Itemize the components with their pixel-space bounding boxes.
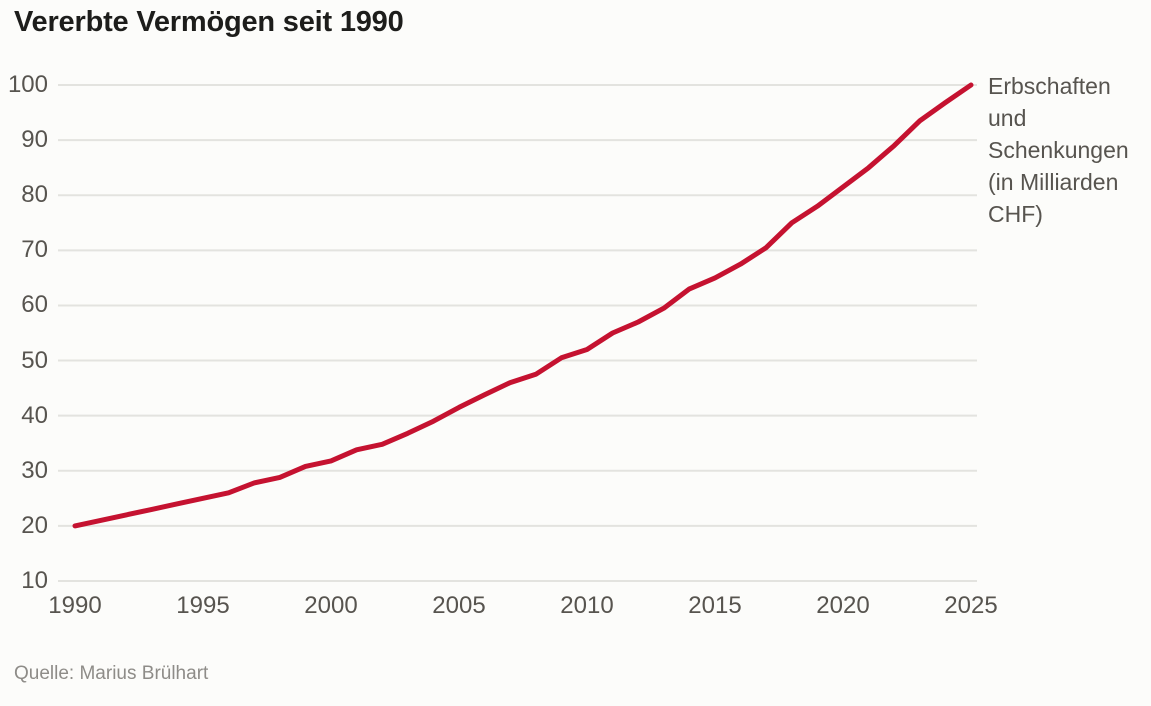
- y-tick-label: 20: [21, 511, 48, 539]
- x-tick-label: 2000: [304, 592, 358, 619]
- y-tick-label: 30: [21, 456, 48, 484]
- x-tick-label: 2020: [816, 592, 870, 619]
- y-tick-label: 40: [21, 401, 48, 429]
- x-tick-label: 2005: [432, 592, 486, 619]
- x-tick-label: 2015: [688, 592, 742, 619]
- y-tick-label: 90: [21, 126, 48, 154]
- y-tick-label: 50: [21, 346, 48, 374]
- x-tick-label: 2025: [944, 592, 998, 619]
- y-tick-label: 80: [21, 181, 48, 209]
- y-tick-label: 60: [21, 291, 48, 319]
- data-line-erbschaften: [72, 82, 974, 529]
- x-tick-label: 1995: [176, 592, 230, 619]
- series-label: Erbschaften und Schenkungen (in Milliard…: [988, 73, 1129, 227]
- source-note: Quelle: Marius Brülhart: [14, 663, 209, 684]
- y-tick-label: 70: [21, 236, 48, 264]
- chart-title: Vererbte Vermögen seit 1990: [14, 6, 404, 38]
- x-tick-label: 2010: [560, 592, 614, 619]
- x-tick-label: 1990: [48, 592, 102, 619]
- gridlines: [58, 84, 977, 582]
- y-tick-label: 100: [7, 71, 48, 98]
- y-tick-label: 10: [21, 567, 48, 594]
